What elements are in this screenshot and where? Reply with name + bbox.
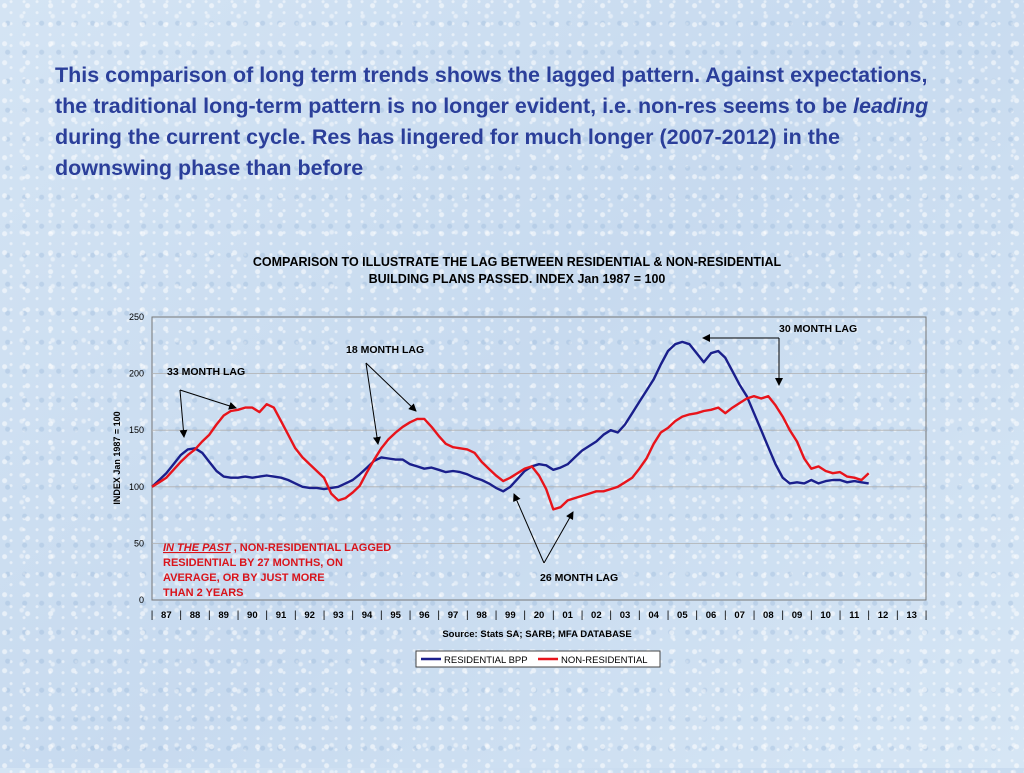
y-tick-label: 100 bbox=[129, 482, 144, 492]
x-tick-label: 09 bbox=[792, 610, 803, 621]
plot-area bbox=[151, 316, 927, 601]
x-tick-separator: | bbox=[781, 610, 784, 621]
gridlines bbox=[152, 373, 926, 544]
y-tick-label: 150 bbox=[129, 425, 144, 435]
x-tick-separator: | bbox=[695, 610, 698, 621]
note-line-4: THAN 2 YEARS bbox=[163, 587, 243, 599]
note-line-1: , NON-RESIDENTIAL LAGGED bbox=[231, 542, 392, 554]
x-tick-label: 93 bbox=[333, 610, 344, 621]
x-tick-separator: | bbox=[667, 610, 670, 621]
x-tick-separator: | bbox=[437, 610, 440, 621]
x-tick-label: 08 bbox=[763, 610, 774, 621]
x-tick-separator: | bbox=[466, 610, 469, 621]
x-axis: | | | | | | | | | | | | | | | | | | | | | | | | | | | | 87 88 89 90 91 92… bbox=[151, 610, 928, 621]
legend: RESIDENTIAL BPP NON-RESIDENTIAL bbox=[415, 650, 661, 668]
x-tick-label: 02 bbox=[591, 610, 602, 621]
x-tick-label: 97 bbox=[448, 610, 459, 621]
annotation-26-month-lag: 26 MONTH LAG bbox=[540, 572, 618, 584]
y-axis: 0 50 100 150 200 250 bbox=[129, 312, 144, 605]
headline-part-1: This comparison of long term trends show… bbox=[55, 63, 928, 118]
x-tick-label: 12 bbox=[878, 610, 889, 621]
x-tick-separator: | bbox=[237, 610, 240, 621]
x-tick-separator: | bbox=[638, 610, 641, 621]
headline: This comparison of long term trends show… bbox=[55, 60, 955, 184]
x-tick-label: 92 bbox=[304, 610, 315, 621]
x-tick-label: 88 bbox=[190, 610, 201, 621]
x-tick-separator: | bbox=[179, 610, 182, 621]
x-tick-separator: | bbox=[523, 610, 526, 621]
legend-label-residential: RESIDENTIAL BPP bbox=[444, 655, 528, 666]
headline-part-2: during the current cycle. Res has linger… bbox=[55, 125, 840, 180]
x-tick-separator: | bbox=[867, 610, 870, 621]
y-tick-label: 50 bbox=[134, 538, 144, 548]
chart-title-line-1: COMPARISON TO ILLUSTRATE THE LAG BETWEEN… bbox=[253, 255, 782, 269]
x-tick-label: 96 bbox=[419, 610, 430, 621]
arrows-30-month-lag bbox=[702, 334, 783, 386]
x-tick-label: 87 bbox=[161, 610, 172, 621]
x-tick-label: 94 bbox=[362, 610, 373, 621]
x-tick-separator: | bbox=[409, 610, 412, 621]
x-tick-label: 98 bbox=[476, 610, 487, 621]
x-tick-separator: | bbox=[581, 610, 584, 621]
x-tick-separator: | bbox=[265, 610, 268, 621]
y-tick-label: 250 bbox=[129, 312, 144, 322]
series-line-non-residential bbox=[151, 395, 870, 511]
arrows-26-month-lag bbox=[513, 493, 574, 564]
svg-text:IN THE PAST , NON-RESIDENTIAL: IN THE PAST , NON-RESIDENTIAL LAGGED bbox=[163, 542, 391, 554]
x-tick-label: 89 bbox=[218, 610, 229, 621]
x-tick-label: 03 bbox=[620, 610, 631, 621]
x-tick-separator: | bbox=[380, 610, 383, 621]
x-tick-label: 10 bbox=[820, 610, 831, 621]
arrows-18-month-lag bbox=[365, 362, 417, 445]
x-tick-separator: | bbox=[810, 610, 813, 621]
x-tick-separator: | bbox=[753, 610, 756, 621]
annotation-18-month-lag: 18 MONTH LAG bbox=[346, 344, 424, 356]
headline-emphasis: leading bbox=[853, 94, 929, 118]
x-tick-label: 13 bbox=[906, 610, 917, 621]
arrows-33-month-lag bbox=[179, 389, 237, 438]
x-tick-separator: | bbox=[495, 610, 498, 621]
y-tick-label: 200 bbox=[129, 369, 144, 379]
x-tick-separator: | bbox=[351, 610, 354, 621]
chart-title-line-2: BUILDING PLANS PASSED. INDEX Jan 1987 = … bbox=[369, 272, 666, 286]
y-axis-label: INDEX Jan 1987 = 100 bbox=[112, 411, 122, 504]
x-tick-separator: | bbox=[208, 610, 211, 621]
x-tick-label: 91 bbox=[276, 610, 287, 621]
legend-label-non-residential: NON-RESIDENTIAL bbox=[561, 655, 648, 666]
source-note: Source: Stats SA; SARB; MFA DATABASE bbox=[442, 629, 631, 640]
x-tick-label: 11 bbox=[849, 610, 860, 621]
x-tick-separator: | bbox=[323, 610, 326, 621]
x-tick-label: 90 bbox=[247, 610, 258, 621]
x-tick-separator: | bbox=[609, 610, 612, 621]
x-tick-label: 04 bbox=[648, 610, 659, 621]
y-tick-label: 0 bbox=[139, 595, 144, 605]
series-layer bbox=[151, 340, 870, 511]
note-line-2: RESIDENTIAL BY 27 MONTHS, ON bbox=[163, 557, 343, 569]
x-tick-label: 05 bbox=[677, 610, 688, 621]
x-tick-separator: | bbox=[839, 610, 842, 621]
x-tick-separator: | bbox=[151, 610, 154, 621]
x-tick-label: 20 bbox=[534, 610, 545, 621]
x-tick-label: 06 bbox=[706, 610, 717, 621]
note-line-3: AVERAGE, OR BY JUST MORE bbox=[163, 572, 325, 584]
x-tick-label: 99 bbox=[505, 610, 516, 621]
x-tick-separator: | bbox=[724, 610, 727, 621]
x-tick-separator: | bbox=[552, 610, 555, 621]
annotation-30-month-lag: 30 MONTH LAG bbox=[779, 323, 857, 335]
x-tick-label: 01 bbox=[562, 610, 573, 621]
x-tick-separator: | bbox=[294, 610, 297, 621]
note-emphasis: IN THE PAST bbox=[163, 542, 232, 554]
x-tick-separator: | bbox=[925, 610, 928, 621]
annotation-33-month-lag: 33 MONTH LAG bbox=[167, 366, 245, 378]
x-tick-separator: | bbox=[896, 610, 899, 621]
past-lag-note: IN THE PAST , NON-RESIDENTIAL LAGGED RES… bbox=[163, 542, 391, 599]
series-line-residential bbox=[151, 340, 869, 493]
x-tick-label: 07 bbox=[734, 610, 745, 621]
x-tick-label: 95 bbox=[390, 610, 401, 621]
